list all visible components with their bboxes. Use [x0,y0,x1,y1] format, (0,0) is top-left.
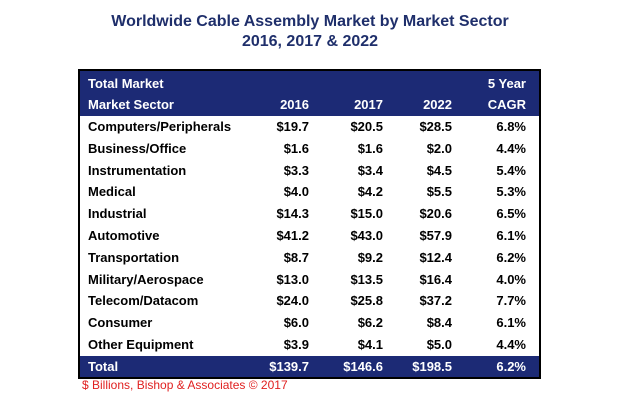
table-row: Military/Aerospace $13.0 $13.5 $16.4 4.0% [80,269,539,291]
total-2022: $198.5 [412,359,452,374]
cagr-cell: 6.1% [496,315,526,331]
chart-title: Worldwide Cable Assembly Market by Marke… [111,13,509,30]
table-row: Consumer $6.0 $6.2 $8.4 6.1% [80,312,539,334]
value-2016-cell: $1.6 [283,140,309,156]
table-row: Instrumentation $3.3 $3.4 $4.5 5.4% [80,160,539,182]
table-body: Computers/Peripherals $19.7 $20.5 $28.5 6.8%… [80,116,539,356]
sector-cell: Other Equipment [88,336,194,352]
header-year-2022: 2022 [423,97,452,112]
table-header: Total Market Market Sector 2016 2017 202… [80,71,539,116]
sector-cell: Automotive [88,227,160,243]
value-2022-cell: $5.5 [426,184,452,200]
header-year-2017: 2017 [354,97,383,112]
value-2016-cell: $14.3 [276,206,309,222]
value-2017-cell: $20.5 [350,119,383,134]
value-2016-cell: $19.7 [276,119,309,134]
value-2017-cell: $1.6 [357,140,383,156]
sector-cell: Instrumentation [88,162,187,178]
cagr-cell: 7.7% [496,293,526,309]
value-2022-cell: $37.2 [419,293,452,309]
cagr-cell: 4.4% [496,140,526,156]
total-label: Total [88,359,119,374]
value-2016-cell: $3.9 [283,336,309,352]
total-2017: $146.6 [343,359,383,374]
value-2017-cell: $6.2 [357,315,383,331]
table-row: Industrial $14.3 $15.0 $20.6 6.5% [80,203,539,225]
total-row: Total $139.7 $146.6 $198.5 6.2% [80,356,539,377]
value-2016-cell: $41.2 [276,227,309,243]
sector-cell: Industrial [88,206,147,222]
sector-cell: Military/Aerospace [88,271,204,287]
header-total-market: Total Market [88,76,164,91]
value-2022-cell: $5.0 [426,336,452,352]
value-2017-cell: $25.8 [350,293,383,309]
value-2017-cell: $3.4 [357,162,383,178]
value-2017-cell: $4.1 [357,336,383,352]
value-2022-cell: $57.9 [419,227,452,243]
value-2022-cell: $20.6 [419,206,452,222]
value-2017-cell: $9.2 [357,249,383,265]
header-year-2016: 2016 [280,97,309,112]
value-2017-cell: $13.5 [350,271,383,287]
table-row: Business/Office $1.6 $1.6 $2.0 4.4% [80,138,539,160]
sector-cell: Medical [88,184,136,200]
value-2016-cell: $24.0 [276,293,309,309]
value-2022-cell: $16.4 [419,271,452,287]
cagr-cell: 6.8% [496,119,526,134]
header-market-sector: Market Sector [88,97,174,112]
cagr-cell: 6.5% [496,206,526,222]
cagr-cell: 5.4% [496,162,526,178]
value-2016-cell: $4.0 [283,184,309,200]
value-2017-cell: $15.0 [350,206,383,222]
cagr-cell: 4.0% [496,271,526,287]
value-2016-cell: $13.0 [276,271,309,287]
table-row: Other Equipment $3.9 $4.1 $5.0 4.4% [80,334,539,356]
value-2016-cell: $6.0 [283,315,309,331]
sector-cell: Consumer [88,315,153,331]
value-2022-cell: $8.4 [426,315,452,331]
table-row: Computers/Peripherals $19.7 $20.5 $28.5 6.8% [80,116,539,138]
table-row: Telecom/Datacom $24.0 $25.8 $37.2 7.7% [80,290,539,312]
value-2022-cell: $2.0 [426,140,452,156]
header-cagr-top: 5 Year [487,76,526,91]
cagr-cell: 4.4% [496,336,526,352]
sector-cell: Computers/Peripherals [88,119,232,134]
market-table: Total Market Market Sector 2016 2017 202… [78,69,541,379]
sector-cell: Telecom/Datacom [88,293,199,309]
value-2017-cell: $43.0 [350,227,383,243]
value-2022-cell: $28.5 [419,119,452,134]
value-2022-cell: $4.5 [426,162,452,178]
sector-cell: Business/Office [88,140,187,156]
value-2022-cell: $12.4 [419,249,452,265]
table-row: Medical $4.0 $4.2 $5.5 5.3% [80,181,539,203]
cagr-cell: 6.1% [496,227,526,243]
value-2017-cell: $4.2 [357,184,383,200]
sector-cell: Transportation [88,249,180,265]
table-row: Automotive $41.2 $43.0 $57.9 6.1% [80,225,539,247]
value-2016-cell: $8.7 [283,249,309,265]
value-2016-cell: $3.3 [283,162,309,178]
cagr-cell: 5.3% [496,184,526,200]
cagr-cell: 6.2% [496,249,526,265]
header-cagr-bottom: CAGR [487,97,526,112]
source-note: $ Billions, Bishop & Associates © 2017 [82,378,288,392]
total-cagr: 6.2% [496,359,526,374]
total-2016: $139.7 [269,359,309,374]
table-row: Transportation $8.7 $9.2 $12.4 6.2% [80,247,539,269]
chart-subtitle: 2016, 2017 & 2022 [241,33,379,50]
